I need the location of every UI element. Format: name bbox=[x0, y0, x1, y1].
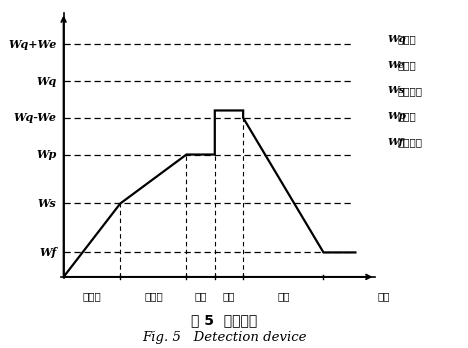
Text: 时间: 时间 bbox=[378, 292, 390, 302]
Text: 稳定: 稳定 bbox=[194, 292, 207, 302]
Text: 慢加料: 慢加料 bbox=[144, 292, 163, 302]
Text: 放料: 放料 bbox=[277, 292, 290, 302]
Text: Wq: Wq bbox=[387, 35, 406, 44]
Text: 实际值: 实际值 bbox=[398, 34, 417, 45]
Text: Wf: Wf bbox=[387, 138, 403, 147]
Text: Ws: Ws bbox=[387, 86, 405, 95]
Text: 误差值: 误差值 bbox=[398, 60, 417, 70]
Text: 等待: 等待 bbox=[223, 292, 235, 302]
Text: Wp: Wp bbox=[387, 112, 406, 121]
Text: Wf: Wf bbox=[39, 247, 57, 258]
Text: Ws: Ws bbox=[38, 198, 57, 209]
Text: Wq+We: Wq+We bbox=[8, 39, 57, 50]
Text: 慢加料点: 慢加料点 bbox=[398, 86, 423, 96]
Text: Wq-We: Wq-We bbox=[14, 112, 57, 123]
Text: 设定零点: 设定零点 bbox=[398, 137, 423, 147]
Text: Wq: Wq bbox=[36, 76, 57, 87]
Text: Fig. 5   Detection device: Fig. 5 Detection device bbox=[142, 331, 307, 344]
Text: We: We bbox=[387, 61, 405, 70]
Text: 图 5  检测装置: 图 5 检测装置 bbox=[191, 314, 257, 327]
Text: 快加料: 快加料 bbox=[82, 292, 102, 302]
Text: 设定值: 设定值 bbox=[398, 112, 417, 121]
Text: Wp: Wp bbox=[36, 149, 57, 160]
